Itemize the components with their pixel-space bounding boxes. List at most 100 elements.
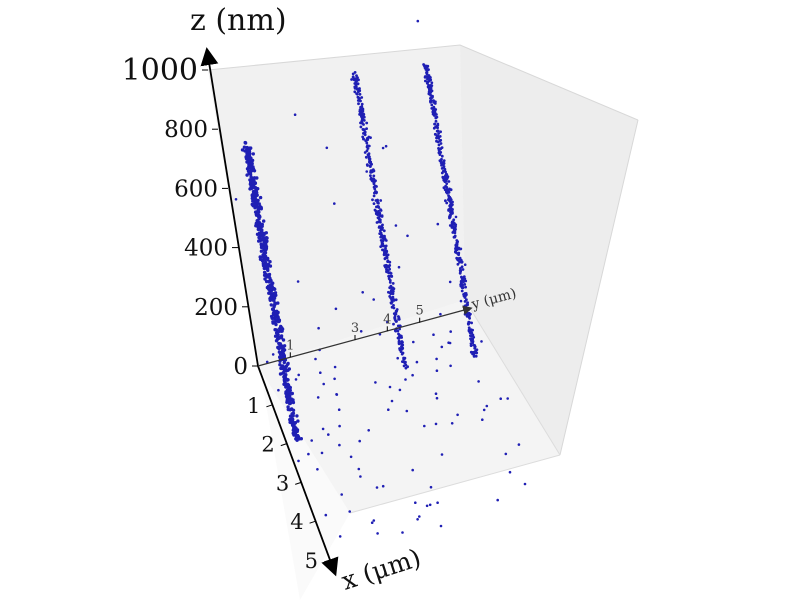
data-point <box>440 146 444 150</box>
data-point <box>504 452 508 456</box>
data-point <box>266 258 270 262</box>
data-point <box>400 347 404 351</box>
data-point <box>452 218 456 222</box>
data-point <box>496 498 500 502</box>
data-point <box>412 340 415 344</box>
data-point <box>257 239 261 243</box>
data-point <box>297 373 301 377</box>
data-point <box>439 130 442 134</box>
data-point <box>248 172 253 176</box>
data-point <box>416 518 419 521</box>
data-point <box>392 306 396 310</box>
data-point <box>392 322 395 326</box>
data-point <box>398 388 402 392</box>
data-point <box>450 223 454 227</box>
data-point <box>376 198 379 202</box>
data-point <box>435 369 439 373</box>
data-point <box>264 247 268 252</box>
data-point <box>365 170 369 173</box>
data-point <box>449 364 452 368</box>
box-face-front-left <box>208 70 350 600</box>
data-point <box>257 214 262 218</box>
data-point <box>297 459 300 463</box>
data-point <box>482 408 486 412</box>
data-point <box>433 122 436 126</box>
data-point <box>358 89 362 93</box>
data-point <box>261 237 265 242</box>
data-point <box>364 139 368 143</box>
data-point <box>387 408 390 412</box>
data-point <box>499 397 503 401</box>
x-axis-title: x (μm) <box>338 543 424 596</box>
data-point <box>433 132 437 136</box>
data-point <box>360 102 364 106</box>
data-point <box>434 392 438 396</box>
data-point <box>264 279 269 284</box>
data-point <box>246 169 251 173</box>
data-point <box>395 308 399 311</box>
data-point <box>388 279 392 282</box>
data-point <box>445 189 449 193</box>
x-tick-mark <box>266 404 273 408</box>
data-point <box>362 128 365 132</box>
data-point <box>350 78 353 81</box>
data-point <box>456 240 459 244</box>
data-point <box>391 282 395 285</box>
data-point <box>277 388 280 392</box>
data-point <box>463 300 467 303</box>
box-face-floor <box>258 300 560 513</box>
data-point <box>270 285 274 290</box>
data-point <box>469 344 473 347</box>
data-point <box>416 19 420 23</box>
box-face-right <box>460 45 638 455</box>
data-point <box>383 250 386 254</box>
data-point <box>319 371 322 375</box>
data-point <box>375 205 378 209</box>
data-point <box>481 418 484 422</box>
y-tick-label: 3 <box>351 321 359 336</box>
data-point <box>366 164 369 167</box>
data-point <box>405 409 409 413</box>
data-point <box>428 88 431 92</box>
data-point <box>418 515 421 518</box>
data-point <box>375 185 378 188</box>
x-tick-mark <box>295 481 302 485</box>
data-point <box>316 468 319 471</box>
y-tick-label: 1 <box>286 338 294 353</box>
data-point <box>389 296 393 300</box>
data-point <box>273 287 277 291</box>
data-point <box>362 137 365 141</box>
data-point <box>401 360 404 363</box>
data-point <box>281 371 285 375</box>
data-point <box>389 301 393 305</box>
data-point <box>370 170 374 174</box>
data-point <box>257 217 261 221</box>
data-point <box>374 209 378 213</box>
data-point <box>386 320 389 324</box>
data-point <box>291 408 296 412</box>
data-point <box>437 132 440 135</box>
data-point <box>517 443 521 446</box>
data-point <box>293 425 297 429</box>
data-point <box>261 235 265 239</box>
data-point <box>449 330 453 333</box>
data-point <box>384 246 387 250</box>
data-point <box>288 398 292 402</box>
data-point <box>289 420 294 424</box>
data-point <box>397 265 401 269</box>
data-point <box>338 535 342 538</box>
data-point <box>273 313 277 317</box>
data-point <box>357 78 360 82</box>
data-point <box>376 216 380 220</box>
data-point <box>249 167 253 171</box>
data-point <box>353 71 357 74</box>
data-point <box>447 195 451 199</box>
data-point <box>265 265 269 269</box>
box-edge-floor-back <box>464 299 561 456</box>
data-point <box>431 110 435 114</box>
data-point <box>423 75 427 78</box>
x-tick-label: 1 <box>247 394 260 418</box>
data-point <box>432 333 435 337</box>
data-point <box>392 299 396 302</box>
